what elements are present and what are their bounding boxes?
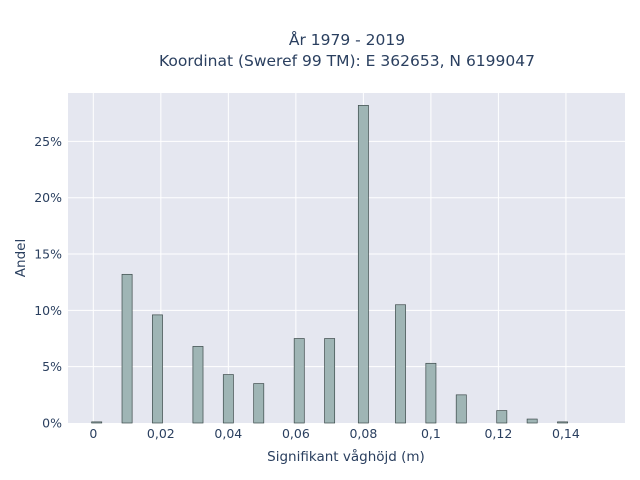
histogram-bar bbox=[496, 410, 508, 424]
y-axis-ticks: 0% 5% 10% 15% 20% 25% bbox=[34, 134, 62, 431]
histogram-bar bbox=[425, 362, 437, 424]
plot-area bbox=[68, 93, 625, 423]
x-axis-ticks: 0 0,02 0,04 0,06 0,08 0,1 0,12 0,14 bbox=[89, 426, 580, 441]
x-tick-label: 0,02 bbox=[147, 426, 175, 441]
x-tick-label: 0,12 bbox=[484, 426, 512, 441]
x-axis-title: Signifikant våghöjd (m) bbox=[267, 448, 425, 465]
y-tick-label: 5% bbox=[42, 359, 62, 374]
chart-title-line1: År 1979 - 2019 bbox=[289, 30, 405, 49]
histogram-bar bbox=[222, 374, 234, 424]
histogram-bar bbox=[557, 421, 568, 424]
y-tick-label: 20% bbox=[34, 190, 62, 205]
histogram-bar bbox=[324, 338, 336, 424]
x-tick-label: 0 bbox=[89, 426, 97, 441]
y-tick-label: 15% bbox=[34, 247, 62, 262]
x-tick-label: 0,1 bbox=[421, 426, 441, 441]
histogram-bar bbox=[192, 346, 204, 424]
y-tick-label: 0% bbox=[42, 416, 62, 431]
histogram-bar bbox=[455, 394, 467, 424]
histogram-bar bbox=[357, 105, 369, 424]
x-tick-label: 0,06 bbox=[282, 426, 310, 441]
y-tick-label: 10% bbox=[34, 303, 62, 318]
chart-title-line2: Koordinat (Sweref 99 TM): E 362653, N 61… bbox=[159, 52, 535, 70]
histogram-bar bbox=[91, 421, 103, 424]
y-axis-title: Andel bbox=[13, 239, 29, 277]
x-tick-label: 0,14 bbox=[552, 426, 580, 441]
histogram-bar bbox=[526, 418, 538, 424]
y-tick-label: 25% bbox=[34, 134, 62, 149]
bars bbox=[91, 105, 568, 424]
x-tick-label: 0,08 bbox=[349, 426, 377, 441]
histogram-bar bbox=[152, 314, 163, 424]
histogram-bar bbox=[293, 338, 305, 424]
histogram-bar bbox=[121, 273, 133, 424]
x-tick-label: 0,04 bbox=[214, 426, 242, 441]
histogram-bar bbox=[253, 383, 265, 424]
histogram-bar bbox=[395, 304, 406, 424]
